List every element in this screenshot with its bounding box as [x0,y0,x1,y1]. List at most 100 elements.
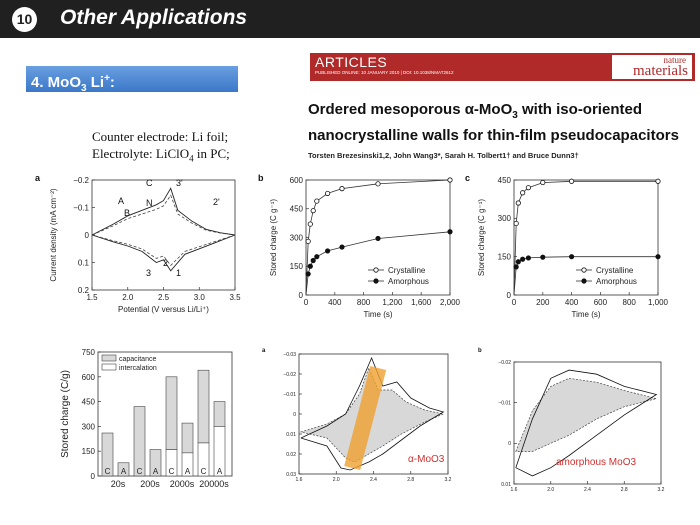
y-tick-label: −0.1 [73,203,89,212]
capacitance-bar [101,432,114,477]
data-point [568,254,575,260]
x-tick-label: 200 [536,298,550,307]
bar-label: C [201,467,207,476]
cv-curve-dashed [91,234,236,267]
cv-outer-curve [515,369,658,477]
bar-label: A [185,467,191,476]
plot-frame [97,351,233,477]
cv-annotation: 3' [176,178,183,188]
x-axis-label: Time (s) [571,310,600,319]
cv-annotation: 3 [146,268,151,278]
data-point [339,186,345,192]
data-point [307,263,313,269]
y-tick-label: 450 [82,398,96,407]
y-tick-label: −0.2 [73,176,89,185]
author-list: Torsten Brezesinski1,2, John Wang3*, Sar… [308,151,579,160]
x-tick-label: 2.8 [407,477,414,483]
y-tick-label: 300 [498,214,512,223]
legend-label: Crystalline [596,266,634,275]
data-point [568,178,575,184]
cond-l2b: in PC; [193,146,230,161]
cv-annotation: A [118,196,124,206]
y-tick-label: −0.01 [283,392,296,398]
panel-label: α-MoO3 [408,454,445,465]
x-axis-label: Time (s) [363,310,392,319]
title-a: Ordered mesoporous α-MoO [308,101,513,118]
data-point [525,185,532,191]
data-point [655,178,661,184]
cv-curve [91,234,236,272]
panel-label: amorphous MoO3 [556,457,636,468]
y-tick-label: 0.02 [286,452,296,458]
section-prefix: 4. MoO [31,74,82,91]
cv-annotation: 2' [213,197,220,207]
group-label: 20000s [199,479,229,489]
y-tick-label: 750 [82,348,96,357]
x-tick-label: 2.0 [122,293,134,302]
capacitance-bar [213,401,226,427]
x-tick-label: 1.6 [296,477,303,483]
data-point [520,190,526,196]
data-point [314,198,320,204]
journal-logo: nature materials [612,55,692,79]
x-tick-label: 400 [328,298,342,307]
x-tick-label: 1,600 [411,298,432,307]
banner-label: ARTICLES [315,54,388,70]
group-label: 2000s [170,479,195,489]
group-label: 20s [111,479,126,489]
x-tick-label: 3.2 [658,487,665,493]
bar-label: C [105,467,111,476]
y-tick-label: −0.03 [283,352,296,358]
cond-l2sub: 4 [189,153,194,164]
conditions-line1: Counter electrode: Li foil; [92,129,229,144]
y-axis-label: Stored charge (C/g) [60,370,71,458]
x-tick-label: 2,000 [440,298,461,307]
data-point [515,200,521,206]
y-axis-label: Stored charge (C g⁻¹) [269,199,278,276]
title-line2: nanocrystalline walls for thin-film pseu… [308,127,679,144]
data-point [324,248,331,254]
y-tick-label: 0 [508,441,511,447]
capacitance-bar [149,449,162,477]
logo-top: nature [663,55,687,65]
y-tick-label: −0.02 [283,372,296,378]
cv-annotation: C [146,178,153,188]
legend-marker [581,278,587,284]
data-point [314,254,320,260]
bar-label: A [121,467,127,476]
legend-swatch [101,363,117,371]
legend-label: capacitance [119,356,156,363]
y-tick-label: 450 [290,205,304,214]
intercalation-bar [213,426,226,477]
y-tick-label: 0.01 [501,482,511,488]
group-label: 200s [140,479,160,489]
x-tick-label: 1,200 [382,298,403,307]
x-tick-label: 3.0 [194,293,206,302]
capacitance-bar [165,376,178,450]
plot-frame [513,179,659,296]
intercalation-bar [181,452,194,477]
capacitance-bar [181,422,194,454]
y-tick-label: 0.2 [78,286,90,295]
conditions-text: Counter electrode: Li foil; Electrolyte:… [92,128,230,168]
x-tick-label: 2.5 [158,293,170,302]
legend-label: Crystalline [388,266,426,275]
y-tick-label: 150 [82,447,96,456]
y-axis-label: Current density (mA cm⁻²) [49,188,58,281]
x-tick-label: 3.2 [445,477,452,483]
bar-label: C [169,467,175,476]
data-point [307,221,313,227]
data-point [310,257,316,264]
y-tick-label: 600 [290,176,304,185]
legend-swatch [101,354,117,362]
y-tick-label: 0 [299,291,304,300]
legend-label: Amorphous [596,277,637,286]
data-point [520,256,526,262]
x-tick-label: 400 [565,298,579,307]
x-tick-label: 2.8 [621,487,628,493]
x-tick-label: 2.4 [584,487,591,493]
series-line [513,180,658,296]
panel-letter: a [262,348,266,354]
legend-marker [373,267,379,273]
